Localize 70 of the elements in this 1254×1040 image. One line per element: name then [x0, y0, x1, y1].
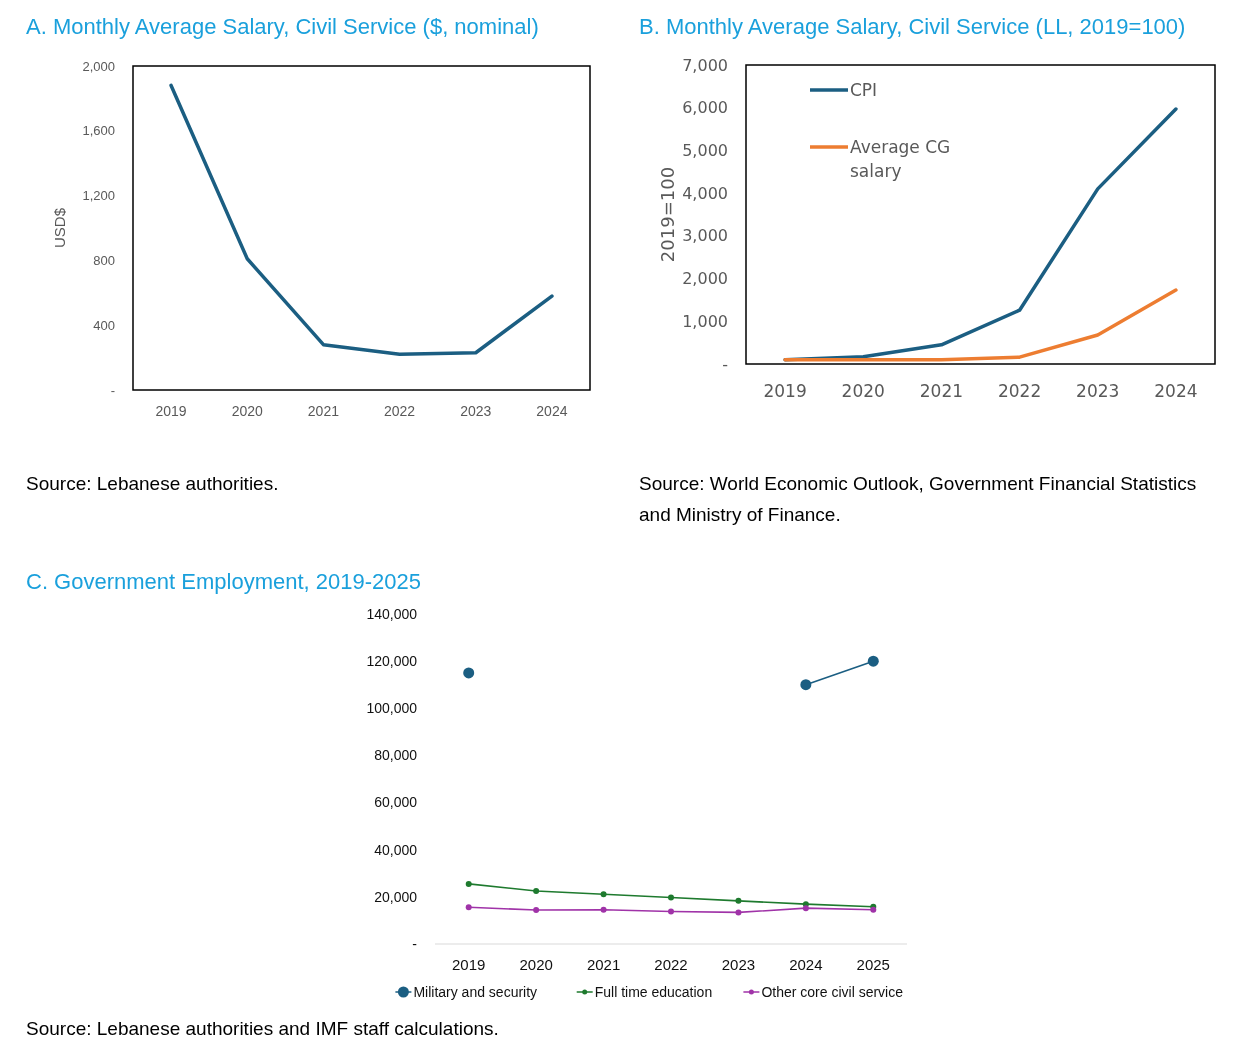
x-tick-label: 2020	[231, 403, 264, 419]
y-tick-label: 120,000	[366, 653, 418, 670]
x-tick-label: 2022	[997, 381, 1042, 401]
y-tick-label: 2,000	[682, 269, 728, 289]
y-tick-label: 40,000	[374, 841, 418, 858]
point	[463, 667, 475, 679]
y-tick-label: -	[412, 935, 418, 952]
x-tick-label: 2024	[1154, 381, 1198, 401]
text: C. Government Employment, 2019-2025	[26, 569, 421, 594]
point	[735, 909, 742, 916]
chart-title: A. Monthly Average Salary, Civil Service ($, nominal)	[26, 14, 539, 39]
x-tick-label: 2022	[654, 956, 688, 973]
y-tick-label: 3,000	[682, 226, 728, 246]
legend-label: Other core civil service	[761, 983, 904, 1000]
x-tick-label: 2020	[841, 381, 885, 401]
y-axis-title: 2019=100	[657, 166, 679, 263]
line-series	[783, 288, 1178, 362]
y-tick-label: -	[722, 354, 728, 374]
point	[465, 880, 472, 887]
y-axis-title: USD$	[51, 207, 69, 249]
y-tick-label: 140,000	[366, 605, 418, 622]
y-tick-label: 800	[93, 252, 115, 268]
legend-label: CPI	[850, 79, 878, 100]
y-tick-label: 2,000	[82, 58, 115, 74]
x-tick-label: 2019	[452, 956, 486, 973]
x-tick-label: 2024	[536, 403, 568, 419]
x-tick-label: 2021	[919, 381, 964, 401]
point	[533, 887, 540, 894]
chart-title: B. Monthly Average Salary, Civil Service (LL, 2019=100)	[639, 14, 1186, 39]
point	[867, 655, 879, 667]
legend-label: Military and security	[413, 983, 538, 1000]
point	[735, 897, 742, 904]
legend-label: Average CG salary	[850, 136, 951, 181]
x-tick-label: 2019	[763, 381, 807, 401]
y-tick-label: -	[110, 382, 115, 398]
point	[600, 906, 607, 913]
x-tick-label: 2019	[155, 403, 187, 419]
y-tick-label: 1,600	[82, 123, 115, 139]
x-tick-label: 2021	[307, 403, 340, 419]
x-tick-label: 2022	[384, 403, 416, 419]
x-tick-label: 2025	[856, 956, 890, 973]
point	[668, 908, 674, 915]
point	[802, 905, 809, 912]
y-tick-label: 80,000	[374, 747, 418, 764]
x-tick-label: 2023	[721, 956, 756, 973]
source-note: Source: Lebanese authorities and IMF staff calculations.	[26, 1018, 499, 1039]
x-tick-label: 2020	[519, 956, 553, 973]
y-tick-label: 60,000	[374, 794, 418, 811]
y-tick-label: 4,000	[682, 183, 728, 203]
y-tick-label: 100,000	[366, 700, 418, 717]
legend-label: Full time education	[594, 983, 713, 1000]
point	[533, 907, 540, 914]
x-tick-label: 2023	[1076, 381, 1120, 401]
x-tick-label: 2021	[586, 956, 621, 973]
source-note: Source: World Economic Outlook, Government Financial Statistics and Ministry of Finance.	[639, 473, 1197, 525]
y-tick-label: 400	[93, 317, 115, 333]
y-tick-label: 20,000	[374, 888, 418, 905]
y-tick-label: 6,000	[682, 98, 728, 118]
y-tick-label: 7,000	[682, 55, 728, 75]
point	[600, 891, 607, 898]
line-series	[169, 83, 554, 357]
y-tick-label: 5,000	[682, 141, 728, 161]
point	[465, 904, 472, 911]
point	[668, 894, 674, 901]
y-tick-label: 1,200	[82, 188, 115, 204]
x-tick-label: 2023	[460, 403, 492, 419]
y-tick-label: 1,000	[682, 311, 728, 331]
point	[800, 679, 812, 691]
x-tick-label: 2024	[789, 956, 823, 973]
source-note: Source: Lebanese authorities.	[26, 473, 279, 494]
